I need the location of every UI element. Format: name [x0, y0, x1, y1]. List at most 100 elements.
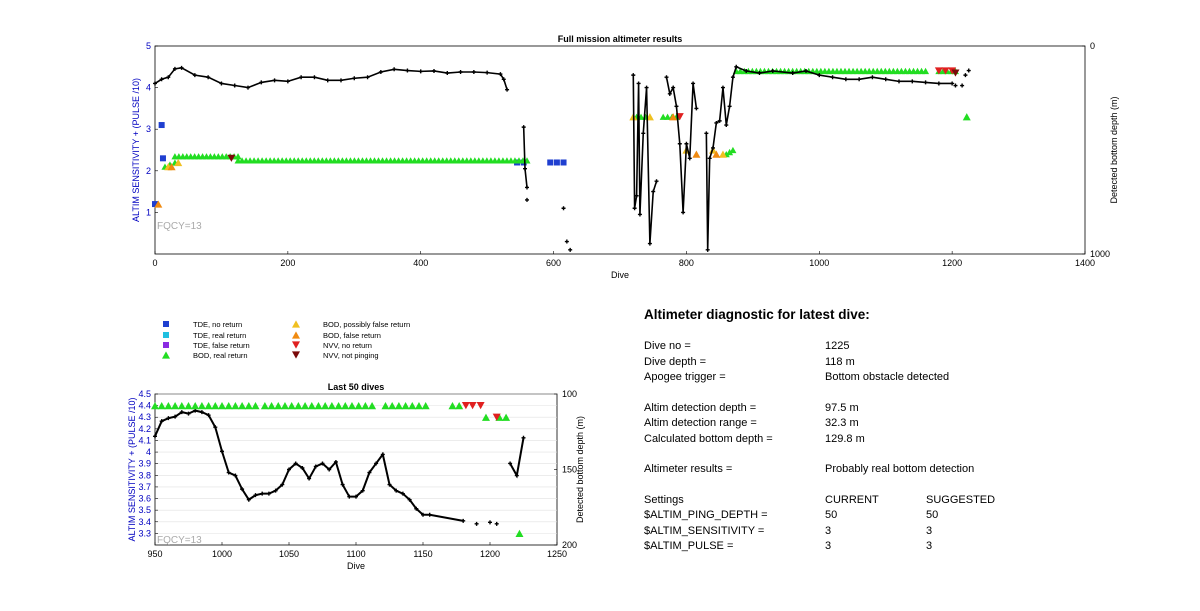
legend-marker	[292, 320, 300, 328]
depth-point	[172, 66, 177, 71]
legend-label: NVV, not pinging	[323, 351, 379, 360]
depth-point	[313, 464, 318, 469]
depth-point	[674, 104, 679, 109]
depth-point	[240, 487, 245, 492]
bod-real-marker	[171, 402, 180, 410]
depth-point	[226, 470, 231, 475]
bod-real-marker	[388, 402, 397, 410]
depth-point	[179, 65, 184, 70]
depth-point	[727, 104, 732, 109]
marker	[718, 150, 727, 158]
depth-point	[312, 75, 317, 80]
x-tick-label: 1400	[1075, 258, 1095, 268]
depth-point	[704, 131, 709, 136]
depth-point	[193, 408, 198, 413]
depth-point	[233, 473, 238, 478]
marker	[934, 67, 943, 75]
depth-point	[293, 461, 298, 466]
depth-point	[213, 425, 218, 430]
marker	[154, 200, 163, 208]
depth-point	[272, 78, 277, 83]
depth-point	[564, 239, 569, 244]
bod-real-marker	[260, 402, 269, 410]
bod-real-marker	[414, 402, 423, 410]
y2-tick-label: 0	[1090, 41, 1095, 51]
bod-real-marker	[238, 402, 247, 410]
diagnostic-row: Altim detection range = 32.3 m	[644, 417, 1164, 433]
marker	[167, 163, 176, 171]
y-tick-label: 1	[146, 207, 151, 217]
depth-point	[153, 434, 157, 439]
marker	[174, 158, 183, 167]
bod-real-marker	[204, 402, 213, 410]
diagnostic-value: 129.8 m	[825, 432, 865, 445]
depth-line	[665, 77, 698, 213]
depth-point	[206, 75, 211, 80]
bod-real-marker	[729, 146, 737, 154]
y-tick-label: 4.1	[138, 435, 151, 445]
tde-marker	[560, 159, 567, 166]
tde-marker	[152, 201, 158, 208]
x-tick-label: 1000	[212, 549, 232, 559]
bod-real-marker	[354, 402, 363, 410]
depth-point	[378, 70, 383, 74]
depth-line	[522, 127, 528, 188]
depth-point	[770, 68, 775, 73]
diagnostic-rows: Dive no = 1225 Dive depth = 118 m Apogee tri…	[644, 340, 1164, 556]
depth-point	[936, 81, 941, 86]
depth-point	[684, 141, 689, 146]
y2-tick-label: 100	[562, 389, 577, 399]
depth-point	[166, 75, 171, 80]
bod-real-marker	[664, 113, 672, 120]
depth-point	[521, 435, 526, 440]
depth-point	[636, 81, 641, 86]
marker	[948, 67, 957, 75]
x-tick-label: 800	[679, 258, 694, 268]
depth-point	[159, 419, 164, 424]
depth-point	[365, 75, 370, 80]
depth-point	[387, 482, 392, 487]
bod-real-marker	[251, 402, 260, 410]
diagnostic-label: Settings	[644, 493, 684, 506]
bod-real-marker	[294, 402, 303, 410]
bod-real-marker	[267, 402, 276, 410]
y2-tick-label: 150	[562, 465, 577, 475]
depth-point	[266, 491, 271, 496]
tde-marker	[158, 122, 165, 129]
depth-point	[790, 71, 795, 76]
diagnostic-row: $ALTIM_SENSITIVITY = 3 3	[644, 525, 1164, 541]
y-tick-label: 3	[146, 124, 151, 134]
tde-marker	[553, 159, 560, 166]
diagnostic-suggested: 3	[926, 540, 933, 552]
x-tick-label: 1050	[279, 549, 299, 559]
depth-point	[320, 461, 325, 466]
depth-point	[273, 488, 278, 493]
bod-real-marker	[421, 402, 430, 410]
y-tick-label: 3.6	[138, 494, 151, 504]
depth-point	[173, 414, 178, 419]
depth-point	[508, 461, 513, 466]
y-tick-label: 4.2	[138, 424, 151, 434]
bod-real-marker	[394, 402, 403, 410]
depth-point	[354, 494, 358, 499]
depth-point	[339, 78, 343, 83]
depth-point	[333, 459, 338, 464]
depth-point	[720, 85, 725, 90]
chart-title: Full mission altimeter results	[558, 34, 683, 44]
depth-point	[681, 210, 686, 215]
fqcy-annotation: FQCY=13	[157, 535, 202, 546]
legend-marker	[163, 321, 169, 327]
diagnostic-value: 3	[825, 524, 832, 537]
depth-point	[285, 79, 290, 84]
depth-point	[568, 247, 573, 252]
depth-point	[246, 497, 251, 502]
depth-point	[458, 70, 463, 74]
nvv-marker	[461, 402, 470, 410]
depth-point	[418, 69, 423, 74]
x-tick-label: 0	[152, 258, 157, 268]
diagnostic-value: CURRENT	[825, 493, 879, 506]
y2-axis-label: Detected bottom depth (m)	[1109, 96, 1119, 203]
depth-point	[525, 185, 529, 190]
depth-point	[644, 85, 649, 90]
